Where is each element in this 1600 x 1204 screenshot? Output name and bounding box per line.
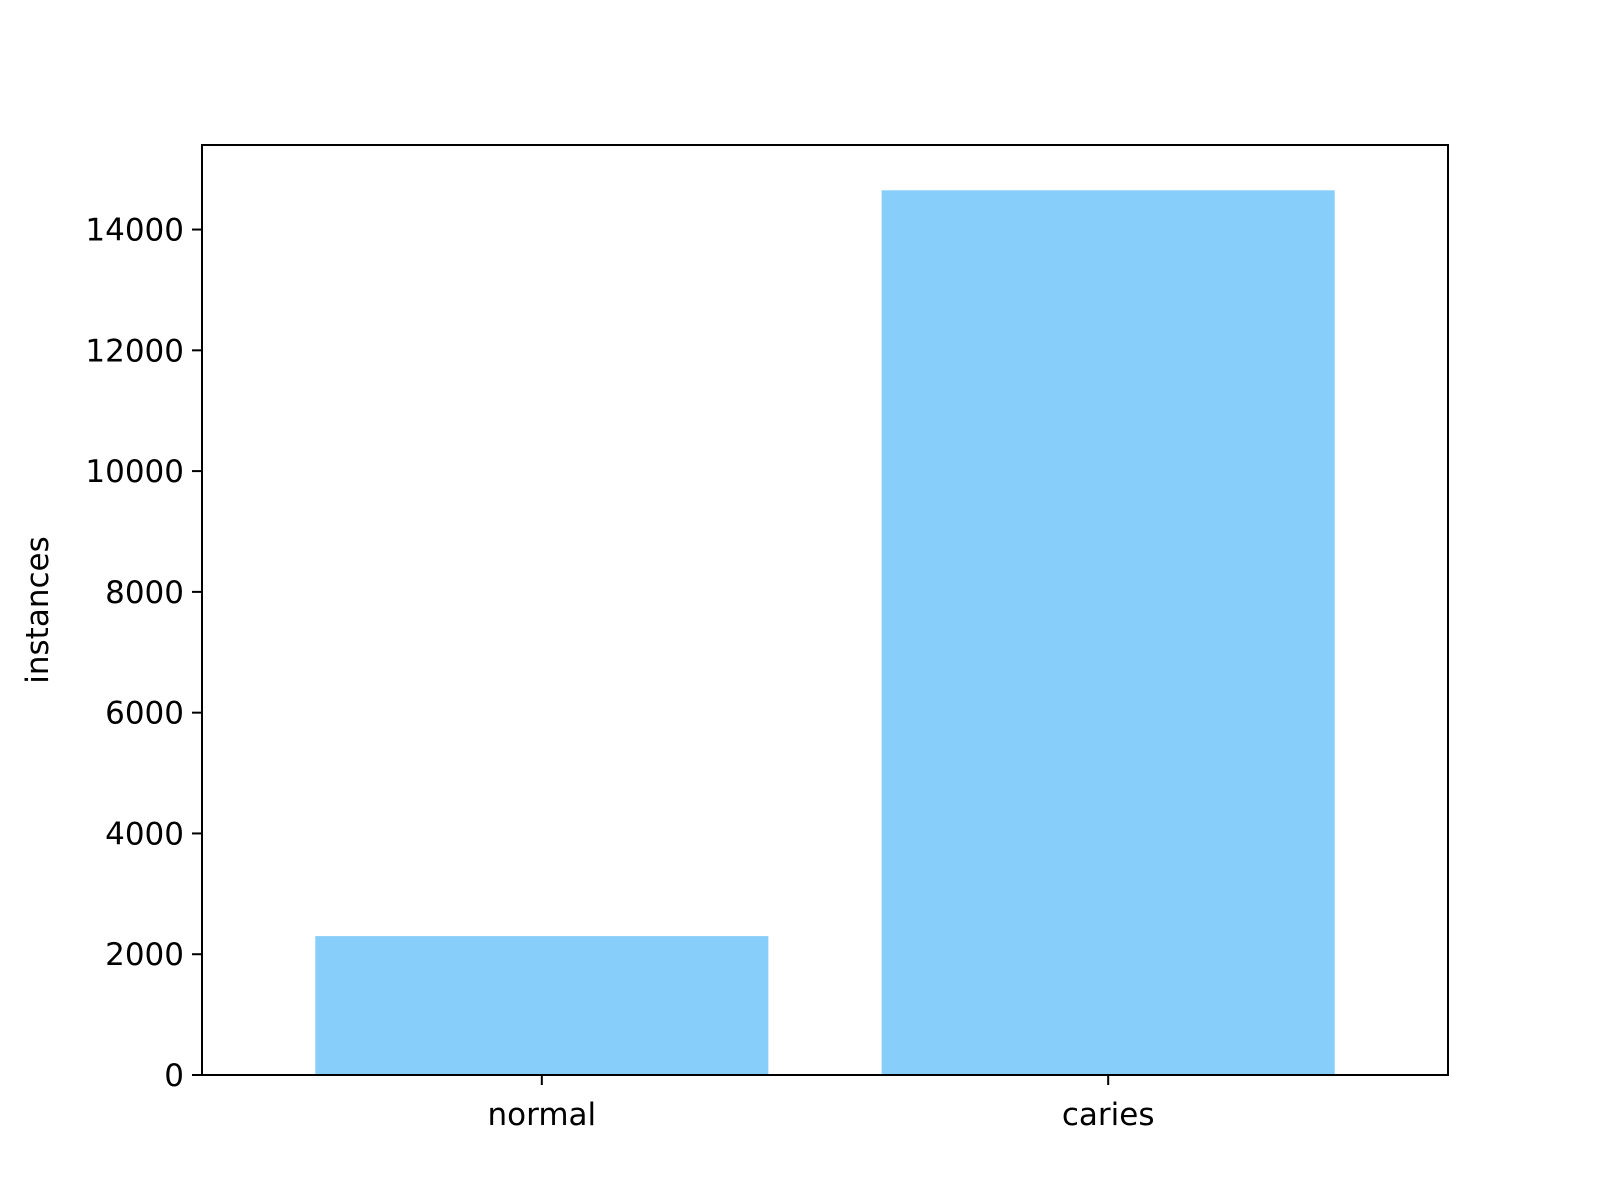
x-tick-label: caries — [1062, 1097, 1155, 1133]
x-axis-ticks: normal caries — [488, 1075, 1155, 1133]
y-axis-ticks: 0 2000 4000 6000 8000 10000 12000 14000 — [85, 213, 202, 1094]
y-tick-label: 4000 — [105, 816, 184, 852]
y-tick-label: 0 — [164, 1058, 184, 1094]
bar-normal — [315, 936, 769, 1075]
y-axis-label: instances — [20, 536, 56, 683]
y-tick-label: 12000 — [85, 333, 184, 369]
y-tick-label: 6000 — [105, 696, 184, 732]
x-tick-label: normal — [488, 1097, 597, 1133]
bar-caries — [881, 190, 1335, 1075]
y-tick-label: 2000 — [105, 937, 184, 973]
y-tick-label: 10000 — [85, 454, 184, 490]
bars-layer — [315, 190, 1335, 1075]
y-tick-label: 8000 — [105, 575, 184, 611]
y-tick-label: 14000 — [85, 213, 184, 249]
plot-frame — [201, 144, 1449, 1076]
